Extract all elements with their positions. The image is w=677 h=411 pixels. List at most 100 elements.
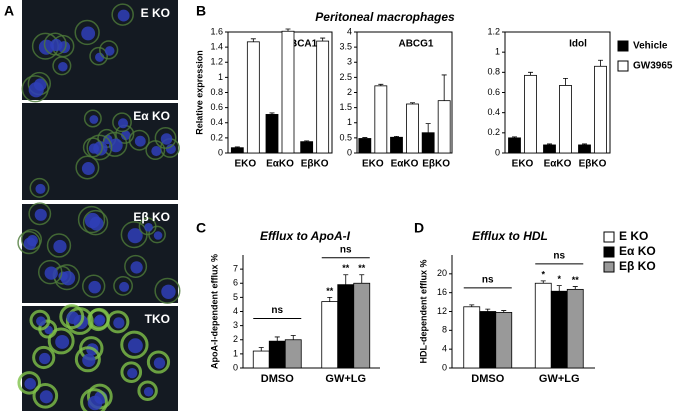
cell: [124, 254, 148, 278]
chart-title: Efflux to ApoA-I: [260, 229, 351, 243]
cell: [29, 309, 51, 331]
error-bar: [285, 28, 291, 32]
y-tick-label: 1.2: [210, 57, 223, 67]
nucleus: [53, 239, 67, 254]
x-tick-label: EβKO: [301, 159, 329, 170]
bar: [265, 114, 279, 154]
bar: [300, 141, 314, 154]
image-label: Eβ KO: [133, 210, 170, 224]
cell: [106, 310, 130, 334]
bar: [316, 40, 330, 154]
nucleus: [60, 270, 76, 286]
cell: [146, 350, 171, 374]
error-bar: [540, 280, 546, 284]
nucleus: [81, 162, 95, 175]
error-bar: [269, 112, 275, 115]
error-bar: [378, 83, 384, 86]
y-tick-label: 0.2: [210, 132, 223, 142]
cell: [82, 137, 103, 158]
y-tick-label: 0: [218, 147, 223, 157]
cell: [59, 304, 85, 330]
error-bar: [501, 310, 507, 313]
error-bar: [441, 74, 447, 101]
x-tick-label: EαKO: [266, 159, 294, 170]
error-bar: [258, 347, 264, 352]
y-tick-label: 4: [233, 306, 238, 316]
cell: [86, 134, 113, 161]
nucleus: [35, 183, 46, 194]
image-label: E KO: [141, 6, 170, 20]
panel-label: C: [196, 220, 206, 236]
error-bar: [327, 296, 333, 302]
chart-title: Efflux to HDL: [472, 229, 548, 243]
y-tick-label: 16: [437, 287, 447, 297]
bar: [337, 284, 355, 369]
nucleus: [127, 228, 143, 244]
error-bar: [598, 59, 603, 67]
error-bar: [250, 38, 256, 42]
nucleus: [144, 223, 153, 232]
image-label: Eα KO: [133, 109, 170, 123]
nucleus: [134, 135, 146, 147]
cell: [21, 75, 49, 103]
x-tick-label: GW+LG: [539, 373, 580, 385]
cell: [52, 56, 72, 76]
nucleus: [119, 281, 130, 292]
bar: [390, 136, 403, 154]
bar: [550, 290, 568, 369]
bar: [578, 144, 591, 154]
y-tick-label: 4: [347, 26, 352, 36]
error-bar: [425, 123, 431, 133]
error-bar: [343, 274, 349, 285]
error-bar: [572, 286, 578, 290]
nucleus: [93, 315, 105, 327]
error-bar: [528, 71, 533, 76]
legend-swatch: [603, 231, 615, 243]
error-bar: [547, 143, 552, 145]
y-tick-label: 0.2: [487, 127, 500, 137]
nucleus: [127, 368, 138, 379]
y-axis-label: ApoA-I-dependent efflux %: [209, 254, 219, 369]
bar: [479, 311, 497, 369]
y-tick-label: 2: [347, 87, 352, 97]
legend-label: E KO: [619, 229, 648, 243]
y-tick-label: 6: [233, 278, 238, 288]
cell: [74, 19, 100, 46]
significance-label: **: [358, 263, 366, 273]
y-axis-label: HDL-dependent efflux %: [418, 259, 428, 363]
chart-label: ABCG1: [398, 39, 433, 50]
cell: [80, 388, 108, 411]
nucleus: [117, 9, 130, 22]
x-tick-label: EβKO: [579, 159, 607, 170]
bar: [230, 147, 244, 154]
significance-label: **: [572, 275, 580, 285]
y-tick-label: 0.6: [210, 102, 223, 112]
y-tick-label: 0: [233, 362, 238, 372]
x-tick-label: DMSO: [471, 373, 504, 385]
cell: [83, 109, 102, 128]
x-tick-label: EKO: [512, 159, 534, 170]
error-bar: [290, 335, 296, 340]
x-tick-label: EKO: [234, 159, 256, 170]
y-tick-label: 20: [437, 268, 447, 278]
cell: [82, 209, 109, 236]
cell: [17, 371, 41, 395]
nucleus: [165, 143, 176, 155]
error-bar: [359, 274, 365, 284]
cell: [32, 382, 59, 409]
y-tick-label: 0.4: [210, 117, 223, 127]
nucleus: [160, 133, 173, 145]
x-tick-label: GW+LG: [325, 373, 366, 385]
nucleus: [88, 143, 100, 154]
legend-label: Vehicle: [633, 41, 668, 52]
error-bar: [556, 285, 562, 292]
error-bar: [362, 137, 368, 139]
bar: [534, 282, 552, 369]
y-tick-label: 2: [233, 334, 238, 344]
plot-frame: [356, 31, 453, 154]
nucleus: [153, 357, 166, 369]
y-tick-label: 1.4: [210, 42, 223, 52]
x-tick-label: EαKO: [391, 159, 419, 170]
legend-label: GW3965: [633, 61, 673, 72]
x-tick-label: EαKO: [544, 159, 572, 170]
